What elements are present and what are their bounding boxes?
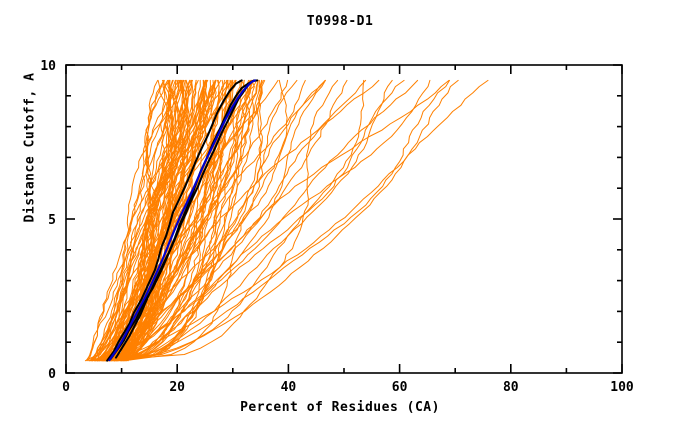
bundle-curve [111,79,431,362]
bundle-curve [117,79,263,362]
bundle-curve [122,79,255,362]
axes [65,64,623,374]
bundle-curve [93,79,181,362]
x-tick-label: 40 [281,380,297,395]
bundle-curve [99,79,326,362]
bundle-curve [107,79,266,362]
bundle-curve [85,79,180,362]
bundle-curve [100,79,222,362]
series-black-highlight-2 [106,79,243,362]
x-tick-label: 80 [503,380,519,395]
bundle-curve [105,79,217,362]
bundle-curve [98,79,225,362]
series-black-highlight-1 [109,79,255,361]
y-tick-label: 5 [48,213,56,228]
bundle-curve [104,79,171,362]
bundle-curve [109,79,326,362]
bundle-curve [86,79,181,362]
bundle-curve [121,79,253,362]
bundle-curve [115,79,459,362]
bundle-curve [92,79,258,362]
y-tick-label: 0 [48,367,56,382]
bundle-curve [97,79,193,362]
bundle-curve [102,79,306,362]
bundle-curve [105,79,185,362]
series-blue-highlight [108,79,257,362]
bundle-curve [90,79,170,362]
bundle-curve [96,79,348,362]
bundle-curve [110,79,365,362]
curve-bundle [84,79,489,362]
bundle-curve [114,79,259,362]
bundle-curve [121,79,393,362]
x-tick-label: 0 [62,380,70,395]
x-axis-label: Percent of Residues (CA) [240,400,440,415]
bundle-curve [95,79,326,362]
y-tick-label: 10 [40,59,56,74]
bundle-curve [112,79,450,362]
bundle-curve [123,79,405,362]
bundle-curve [121,79,380,362]
x-tick-label: 20 [169,380,185,395]
bundle-curve [103,79,489,362]
series-black-highlight-3 [115,79,259,359]
tick-labels: 0 20 40 60 80 100 0 5 10 [40,59,634,395]
bundle-curve [90,79,251,362]
x-tick-label: 100 [610,380,634,395]
bundle-curve [97,79,289,362]
bundle-curve [108,79,298,362]
x-tick-label: 60 [392,380,408,395]
bundle-curve [89,79,172,362]
bundle-curve [109,79,253,362]
bundle-curve [101,79,339,362]
bundle-curve [107,79,450,362]
page-title: T0998-D1 [306,14,374,29]
highlight-curves [106,79,259,362]
